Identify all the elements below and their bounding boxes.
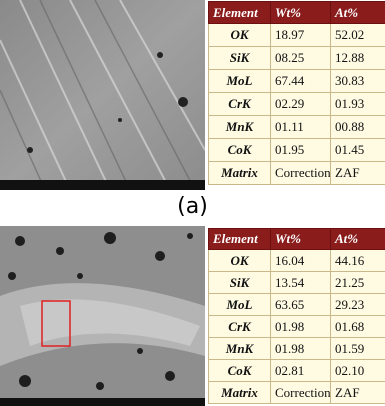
- value-cell: 29.23: [331, 294, 385, 316]
- header-cell: At%: [331, 229, 385, 250]
- value-cell: 52.02: [331, 24, 385, 47]
- header-cell: Element: [209, 2, 271, 24]
- value-cell: 13.54: [271, 272, 331, 294]
- value-cell: 01.11: [271, 116, 331, 139]
- element-cell: SiK: [209, 272, 271, 294]
- value-cell: 02.81: [271, 360, 331, 382]
- value-cell: 00.88: [331, 116, 385, 139]
- element-cell: CrK: [209, 93, 271, 116]
- element-cell: CoK: [209, 139, 271, 162]
- element-cell: Matrix: [209, 382, 271, 404]
- element-cell: MnK: [209, 116, 271, 139]
- value-cell: 01.98: [271, 316, 331, 338]
- element-cell: Matrix: [209, 162, 271, 185]
- value-cell: 12.88: [331, 47, 385, 70]
- value-cell: 01.59: [331, 338, 385, 360]
- value-cell: 01.95: [271, 139, 331, 162]
- element-cell: OK: [209, 250, 271, 272]
- sem-image: [0, 226, 205, 406]
- value-cell: 02.29: [271, 93, 331, 116]
- value-cell: 30.83: [331, 70, 385, 93]
- value-cell: 01.98: [271, 338, 331, 360]
- value-cell: 01.93: [331, 93, 385, 116]
- value-cell: 18.97: [271, 24, 331, 47]
- header-cell: Wt%: [271, 2, 331, 24]
- element-cell: SiK: [209, 47, 271, 70]
- header-cell: Element: [209, 229, 271, 250]
- value-cell: Correction: [271, 162, 331, 185]
- value-cell: 16.04: [271, 250, 331, 272]
- element-cell: MnK: [209, 338, 271, 360]
- page: ElementWt%At%OK18.9752.02SiK08.2512.88Mo…: [0, 0, 385, 406]
- value-cell: Correction: [271, 382, 331, 404]
- value-cell: 01.45: [331, 139, 385, 162]
- value-cell: 01.68: [331, 316, 385, 338]
- panel-label: (a): [0, 194, 385, 219]
- value-cell: 02.10: [331, 360, 385, 382]
- value-cell: 21.25: [331, 272, 385, 294]
- value-cell: ZAF: [331, 382, 385, 404]
- value-cell: 44.16: [331, 250, 385, 272]
- element-cell: CoK: [209, 360, 271, 382]
- element-cell: OK: [209, 24, 271, 47]
- element-cell: MoL: [209, 294, 271, 316]
- header-cell: Wt%: [271, 229, 331, 250]
- element-cell: MoL: [209, 70, 271, 93]
- value-cell: 63.65: [271, 294, 331, 316]
- value-cell: 67.44: [271, 70, 331, 93]
- value-cell: 08.25: [271, 47, 331, 70]
- value-cell: ZAF: [331, 162, 385, 185]
- element-cell: CrK: [209, 316, 271, 338]
- header-cell: At%: [331, 2, 385, 24]
- sem-image: [0, 0, 205, 190]
